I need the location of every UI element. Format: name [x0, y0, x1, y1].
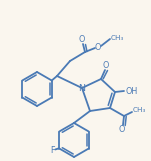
Text: OH: OH — [126, 86, 138, 95]
Text: O: O — [103, 61, 109, 70]
Text: O: O — [119, 124, 125, 133]
Text: CH₃: CH₃ — [111, 35, 124, 41]
Text: N: N — [79, 84, 85, 93]
Text: F: F — [50, 146, 55, 155]
Text: CH₃: CH₃ — [133, 107, 146, 113]
Text: O: O — [95, 43, 101, 52]
Text: O: O — [79, 34, 85, 43]
